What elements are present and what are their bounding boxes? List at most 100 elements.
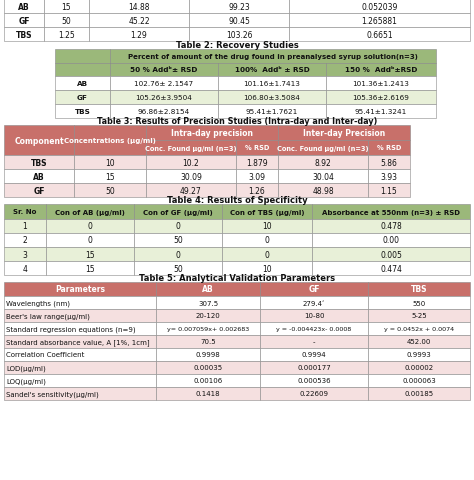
Bar <box>368 348 470 361</box>
Text: 101.16±1.7413: 101.16±1.7413 <box>244 81 301 87</box>
Text: y= 0.007059x+ 0.002683: y= 0.007059x+ 0.002683 <box>167 326 249 331</box>
Text: 20-120: 20-120 <box>196 313 220 319</box>
Text: 150 %  Addᵇ±RSD: 150 % Addᵇ±RSD <box>345 67 417 73</box>
Text: 5.86: 5.86 <box>381 158 397 167</box>
Text: 50 % Addᵇ± RSD: 50 % Addᵇ± RSD <box>130 67 198 73</box>
Text: 0.9993: 0.9993 <box>407 352 431 358</box>
Bar <box>55 105 110 119</box>
Text: TBS: TBS <box>16 30 32 39</box>
Text: Absorbance at 550nm (n=3) ± RSD: Absorbance at 550nm (n=3) ± RSD <box>322 209 460 215</box>
Bar <box>4 361 156 374</box>
Bar <box>222 219 312 233</box>
Text: AB: AB <box>33 172 45 181</box>
Text: 1.879: 1.879 <box>246 158 268 167</box>
Text: 0.052039: 0.052039 <box>361 2 398 12</box>
Bar <box>368 156 410 169</box>
Bar <box>110 105 218 119</box>
Bar <box>368 387 470 400</box>
Bar <box>278 141 368 156</box>
Bar <box>278 184 368 198</box>
Text: 0.000177: 0.000177 <box>297 365 331 371</box>
Text: Inter-day Precision: Inter-day Precision <box>303 129 385 138</box>
Bar <box>4 184 74 198</box>
Text: TBS: TBS <box>411 285 427 294</box>
Text: LOQ(µg/ml): LOQ(µg/ml) <box>6 377 46 384</box>
Text: Correlation Coefficient: Correlation Coefficient <box>6 352 84 358</box>
Bar <box>368 169 410 184</box>
Bar <box>4 28 44 42</box>
Bar <box>222 248 312 262</box>
Bar <box>156 296 260 309</box>
Text: 307.5: 307.5 <box>198 300 218 306</box>
Text: GF: GF <box>308 285 320 294</box>
Text: Standard absorbance value, A [1%, 1cm]: Standard absorbance value, A [1%, 1cm] <box>6 338 150 345</box>
Text: 50: 50 <box>173 264 183 273</box>
Text: 0.6651: 0.6651 <box>366 30 393 39</box>
Text: 0.478: 0.478 <box>380 222 402 231</box>
Bar <box>218 91 326 105</box>
Bar <box>236 184 278 198</box>
Bar <box>46 248 134 262</box>
Text: TBS: TBS <box>31 158 47 167</box>
Text: 101.36±1.2413: 101.36±1.2413 <box>353 81 410 87</box>
Bar <box>46 262 134 276</box>
Text: 0.00035: 0.00035 <box>193 365 223 371</box>
Bar <box>146 184 236 198</box>
Text: GF: GF <box>33 186 45 195</box>
Text: 10.2: 10.2 <box>182 158 200 167</box>
Text: % RSD: % RSD <box>245 145 269 151</box>
Text: 0.00106: 0.00106 <box>193 378 223 384</box>
Bar <box>312 262 470 276</box>
Text: 0: 0 <box>88 222 92 231</box>
Bar <box>4 282 156 296</box>
Bar <box>289 14 470 28</box>
Text: AB: AB <box>77 81 88 87</box>
Text: 106.80±3.5084: 106.80±3.5084 <box>244 95 301 101</box>
Bar <box>189 14 289 28</box>
Text: 0.1418: 0.1418 <box>196 391 220 396</box>
Text: 45.22: 45.22 <box>128 16 150 25</box>
Text: 99.23: 99.23 <box>228 2 250 12</box>
Text: 5-25: 5-25 <box>411 313 427 319</box>
Bar <box>156 374 260 387</box>
Bar <box>368 141 410 156</box>
Bar <box>156 348 260 361</box>
Text: 279.4ʼ: 279.4ʼ <box>303 300 325 306</box>
Text: AB: AB <box>18 2 30 12</box>
Bar <box>156 387 260 400</box>
Bar <box>289 0 470 14</box>
Text: Wavelengths (nm): Wavelengths (nm) <box>6 300 70 306</box>
Text: Con of AB (µg/ml): Con of AB (µg/ml) <box>55 209 125 215</box>
Bar <box>236 141 278 156</box>
Bar <box>218 77 326 91</box>
Text: 10: 10 <box>262 222 272 231</box>
Bar <box>134 248 222 262</box>
Bar <box>260 361 368 374</box>
Text: 1.15: 1.15 <box>381 186 397 195</box>
Text: 0.000536: 0.000536 <box>297 378 331 384</box>
Bar <box>368 361 470 374</box>
Bar <box>89 0 189 14</box>
Bar <box>368 282 470 296</box>
Bar <box>4 14 44 28</box>
Bar <box>189 28 289 42</box>
Text: 0.00002: 0.00002 <box>404 365 434 371</box>
Text: 30.04: 30.04 <box>312 172 334 181</box>
Text: 8.92: 8.92 <box>315 158 331 167</box>
Bar <box>368 184 410 198</box>
Bar <box>55 91 110 105</box>
Bar <box>74 126 146 156</box>
Text: GF: GF <box>18 16 30 25</box>
Bar <box>368 323 470 336</box>
Text: 1: 1 <box>23 222 27 231</box>
Bar <box>74 156 146 169</box>
Bar <box>156 361 260 374</box>
Bar <box>146 169 236 184</box>
Text: 0: 0 <box>88 236 92 245</box>
Text: 48.98: 48.98 <box>312 186 334 195</box>
Bar <box>4 169 74 184</box>
Bar <box>4 374 156 387</box>
Text: Component: Component <box>14 136 64 145</box>
Bar <box>4 219 46 233</box>
Bar <box>236 156 278 169</box>
